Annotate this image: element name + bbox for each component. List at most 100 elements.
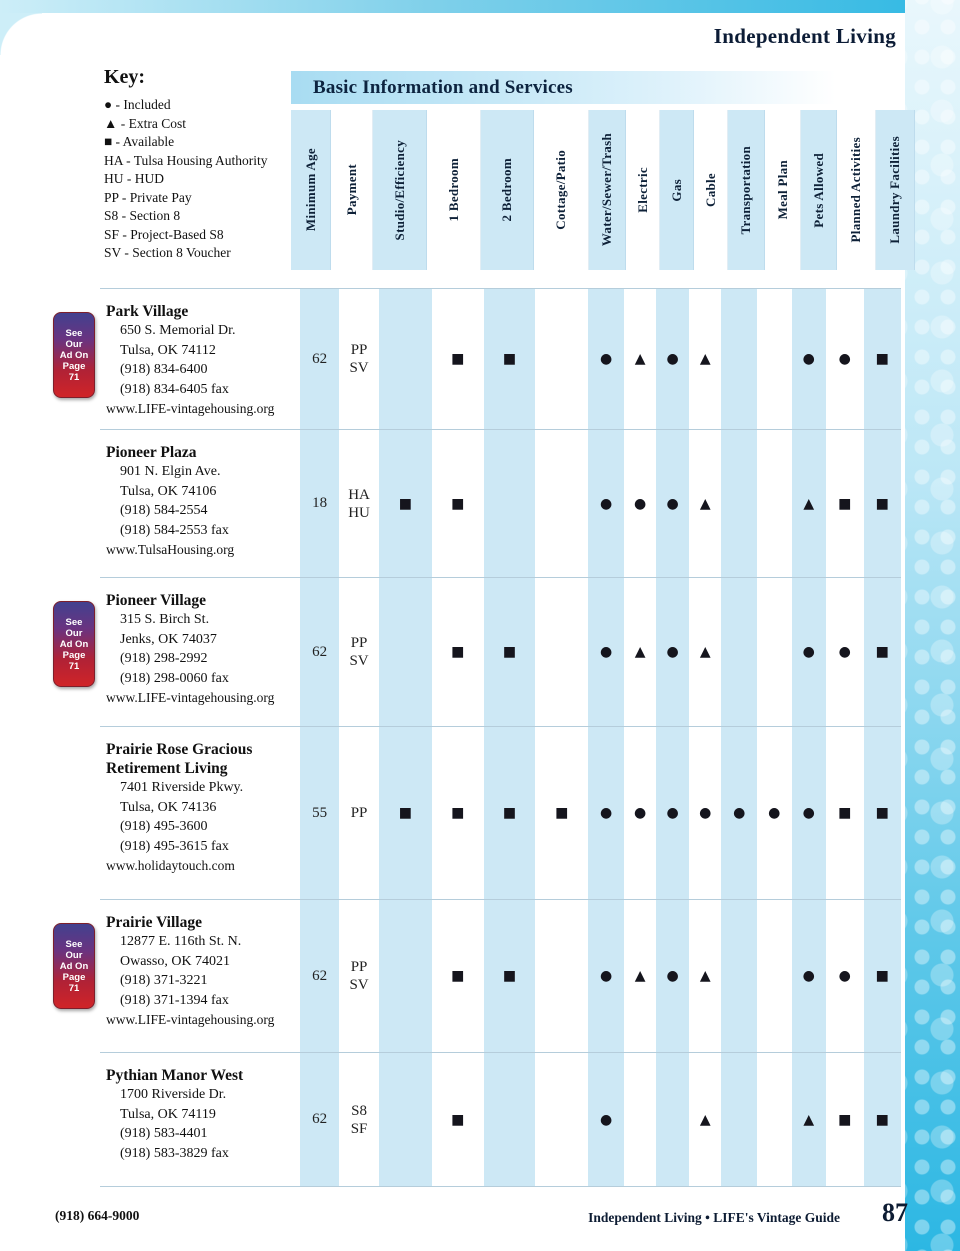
- service-cell-water-sewer-trash: ●: [588, 727, 624, 899]
- facility-row: See Our Ad On Page 71 Pioneer Village 315 S. B…: [53, 577, 901, 726]
- service-mark: ■: [838, 805, 852, 821]
- service-mark: ●: [599, 968, 613, 984]
- ad-badge-line: See: [65, 327, 83, 339]
- service-mark: ▲: [803, 495, 815, 512]
- service-cell-1-bedroom: ■: [432, 289, 484, 429]
- service-mark: ●: [666, 805, 679, 821]
- service-mark: ■: [451, 351, 465, 367]
- service-mark: ■: [875, 1111, 889, 1128]
- top-gradient-band: [0, 0, 960, 13]
- column-header-label: Electric: [634, 167, 650, 213]
- service-mark: ▲: [699, 1111, 711, 1128]
- payment-cell: PP SV: [339, 900, 379, 1052]
- section-banner-title: Basic Information and Services: [313, 76, 573, 98]
- payment-cell: PP SV: [339, 578, 379, 726]
- service-cell-studio-efficiency: ■: [379, 727, 432, 899]
- service-mark: ●: [802, 968, 815, 984]
- service-cell-water-sewer-trash: ●: [588, 900, 624, 1052]
- column-header-cottage-patio: Cottage/Patio: [534, 110, 589, 270]
- service-cell-planned-activities: ●: [826, 900, 863, 1052]
- footer-guide-title: Independent Living • LIFE's Vintage Guid…: [588, 1210, 840, 1225]
- see-our-ad-badge: See Our Ad On Page 71: [53, 923, 95, 1009]
- service-cell-laundry-facilities: ■: [863, 1053, 901, 1186]
- service-cell-cottage-patio: [535, 289, 588, 429]
- top-left-corner-decoration: [0, 13, 42, 55]
- service-mark: ●: [634, 805, 647, 821]
- service-cell-studio-efficiency: [379, 578, 432, 726]
- key-item: ● - Included: [104, 97, 171, 112]
- facility-address-line: 315 S. Birch St.: [120, 612, 210, 627]
- ad-badge-line: Page: [62, 649, 86, 661]
- service-cell-transportation: [721, 1053, 757, 1186]
- facility-address-line: (918) 583-3829 fax: [120, 1145, 229, 1161]
- service-cell-laundry-facilities: ■: [863, 430, 901, 577]
- column-header-payment: Payment: [331, 110, 373, 270]
- facility-name: Park Village: [106, 303, 189, 320]
- facility-info: Pioneer Village 315 S. Birch St. Jenks, OK…: [100, 578, 300, 726]
- facility-address-line: (918) 371-1394 fax: [120, 992, 229, 1008]
- facility-address-line: (918) 495-3600: [120, 819, 208, 834]
- service-cell-studio-efficiency: [379, 289, 432, 429]
- service-mark: ■: [838, 1111, 852, 1128]
- service-cell-gas: ●: [656, 727, 689, 899]
- facility-table: See Our Ad On Page 71 Park Village 650 S. Memo…: [53, 288, 901, 1187]
- ad-badge-line: Page: [62, 971, 86, 983]
- column-header-1-bedroom: 1 Bedroom: [427, 110, 481, 270]
- service-cell-gas: ●: [656, 900, 689, 1052]
- ad-badge-line: Ad On: [59, 349, 89, 361]
- column-header-cable: Cable: [694, 110, 728, 270]
- ad-badge-line: Our: [65, 338, 83, 350]
- facility-row: See Our Ad On Page 71 Park Village 650 S. Memo…: [53, 288, 901, 429]
- column-header-water-sewer-trash: Water/Sewer/Trash: [589, 110, 626, 270]
- service-mark: ▲: [803, 1111, 815, 1128]
- service-mark: ■: [451, 495, 465, 512]
- service-mark: ▲: [699, 351, 711, 367]
- key-item: ▲ - Extra Cost: [104, 115, 186, 131]
- column-header-label: 1 Bedroom: [445, 158, 461, 222]
- column-header-label: Studio/Efficiency: [391, 139, 407, 241]
- service-cell-cable: ▲: [689, 1053, 722, 1186]
- service-cell-meal-plan: [757, 900, 792, 1052]
- column-headers: Minimum Age Payment Studio/Efficiency 1 Bed…: [291, 110, 915, 270]
- ad-badge-line: Our: [65, 949, 83, 961]
- facility-address-line: (918) 584-2554: [120, 503, 208, 518]
- service-cell-meal-plan: [757, 430, 792, 577]
- service-cell-laundry-facilities: ■: [863, 578, 901, 726]
- service-mark: ■: [838, 495, 852, 512]
- payment-value: SF: [350, 1120, 368, 1137]
- service-cell-transportation: [721, 289, 757, 429]
- service-mark: ■: [398, 495, 413, 512]
- service-mark: ■: [875, 351, 889, 367]
- column-header-label: Minimum Age: [302, 148, 318, 232]
- facility-address-line: Tulsa, OK 74136: [120, 799, 217, 815]
- column-header-pets-allowed: Pets Allowed: [801, 110, 837, 270]
- service-mark: ■: [451, 805, 465, 821]
- service-cell-2-bedroom: [483, 1053, 536, 1186]
- service-cell-laundry-facilities: ■: [863, 727, 901, 899]
- column-header-minimum-age: Minimum Age: [291, 110, 331, 270]
- service-cell-1-bedroom: ■: [432, 727, 484, 899]
- ad-badge-line: 71: [68, 371, 80, 383]
- key-items: ● - Included ▲ - Extra Cost ■ - Available H…: [104, 96, 300, 263]
- service-cell-studio-efficiency: [379, 900, 432, 1052]
- min-age-value: 62: [312, 1111, 328, 1127]
- service-cell-transportation: [721, 900, 757, 1052]
- facility-address-line: (918) 298-2992: [120, 651, 208, 666]
- service-cell-planned-activities: ■: [826, 1053, 863, 1186]
- service-cell-cottage-patio: ■: [535, 727, 588, 899]
- payment-value: PP: [350, 959, 368, 975]
- service-cell-2-bedroom: ■: [483, 727, 536, 899]
- service-mark: ●: [768, 805, 781, 821]
- column-header-transportation: Transportation: [728, 110, 765, 270]
- column-header-label: Meal Plan: [774, 160, 790, 220]
- service-cell-gas: ●: [656, 578, 689, 726]
- service-mark: ●: [802, 351, 815, 367]
- key-item: S8 - Section 8: [104, 208, 181, 223]
- facility-name: Pioneer Village: [106, 592, 207, 609]
- service-mark: ●: [666, 351, 679, 367]
- service-cell-planned-activities: ■: [826, 430, 863, 577]
- column-header-label: Cable: [702, 173, 718, 207]
- facility-address-line: Owasso, OK 74021: [120, 953, 231, 969]
- service-mark: ▲: [699, 495, 711, 512]
- service-cell-pets-allowed: ●: [791, 289, 827, 429]
